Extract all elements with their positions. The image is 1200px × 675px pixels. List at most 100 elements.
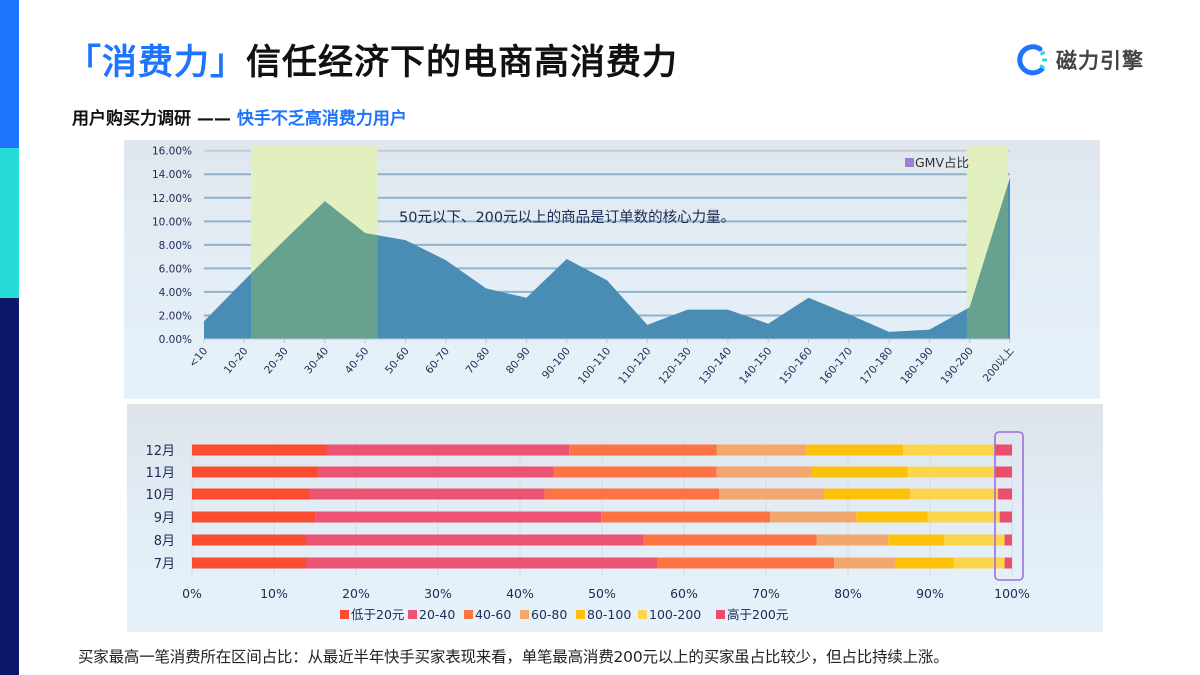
bar-segment — [1004, 534, 1012, 546]
bar-segment — [192, 557, 306, 569]
legend-label: 60-80 — [531, 607, 567, 622]
bar-segment — [907, 466, 995, 478]
x-tick-label: 20% — [342, 586, 370, 601]
legend-swatch — [340, 610, 349, 619]
y-tick-label: 2.00% — [159, 310, 192, 322]
bar-segment — [310, 488, 545, 500]
subtitle-main: 用户购买力调研 —— — [72, 109, 237, 129]
bar-segment — [953, 557, 1005, 569]
legend-label: 20-40 — [419, 607, 455, 622]
x-tick-label: 60% — [670, 586, 698, 601]
section-subtitle: 用户购买力调研 —— 快手不乏高消费力用户 — [72, 104, 407, 129]
y-tick-label: 6.00% — [159, 263, 192, 275]
bar-segment — [994, 466, 1012, 478]
y-tick-label: 4.00% — [159, 287, 192, 299]
x-tick-label: 100% — [994, 586, 1030, 601]
legend-swatch — [576, 610, 585, 619]
bar-segment — [306, 557, 657, 569]
bar-segment — [856, 511, 928, 523]
bar-segment — [888, 534, 944, 546]
bar-segment — [811, 466, 908, 478]
bar-segment — [192, 466, 319, 478]
bar-segment — [553, 466, 717, 478]
y-tick-label: 10.00% — [152, 216, 192, 228]
subtitle-accent: 快手不乏高消费力用户 — [236, 109, 407, 129]
bar-row — [192, 444, 1012, 456]
bar-segment — [716, 466, 812, 478]
bar-segment — [601, 511, 771, 523]
y-category-label: 10月 — [145, 488, 175, 503]
highlight-box — [994, 431, 1024, 581]
page-title-accent: 「消费力」 — [66, 43, 247, 83]
chart-annotation: 50元以下、200元以上的商品是订单数的核心力量。 — [399, 209, 735, 226]
bar-segment — [569, 444, 717, 456]
y-category-label: 9月 — [154, 511, 175, 526]
bar-row — [192, 557, 1012, 569]
bar-segment — [902, 444, 995, 456]
logo-text: 磁力引擎 — [1056, 49, 1144, 73]
legend-label: 80-100 — [587, 607, 631, 622]
bar-segment — [999, 511, 1012, 523]
legend-label: 高于200元 — [727, 607, 788, 622]
bar-segment — [643, 534, 817, 546]
legend-label: 低于20元 — [351, 607, 404, 622]
bar-segment — [192, 534, 306, 546]
bar-segment — [719, 488, 825, 500]
bar-segment — [834, 557, 896, 569]
legend-swatch — [520, 610, 529, 619]
x-tick-label: 30% — [424, 586, 452, 601]
bar-segment — [315, 511, 602, 523]
bar-segment — [1004, 557, 1012, 569]
brand-logo: 磁力引擎 — [1016, 42, 1144, 78]
bar-row — [192, 488, 1012, 500]
y-tick-label: 8.00% — [159, 240, 192, 252]
y-tick-label: 16.00% — [152, 146, 192, 158]
bar-row — [192, 534, 1012, 546]
legend-swatch — [905, 158, 914, 167]
legend-swatch — [408, 610, 417, 619]
y-tick-label: 14.00% — [152, 169, 192, 181]
bar-segment — [306, 534, 643, 546]
bar-segment — [192, 444, 327, 456]
bar-row — [192, 466, 1012, 478]
bar-segment — [544, 488, 720, 500]
footnote: 买家最高一笔消费所在区间占比：从最近半年快手买家表现来看，单笔最高消费200元以… — [78, 648, 949, 666]
legend-swatch — [638, 610, 647, 619]
gmv-area — [204, 177, 1010, 339]
x-tick-label: 40% — [506, 586, 534, 601]
y-category-label: 8月 — [154, 534, 175, 549]
page-title: 「消费力」信任经济下的电商高消费力 — [66, 34, 678, 85]
bar-segment — [656, 557, 834, 569]
bar-segment — [192, 488, 311, 500]
bar-segment — [192, 511, 316, 523]
legend-swatch — [464, 610, 473, 619]
x-tick-label: 0% — [182, 586, 202, 601]
bar-segment — [994, 444, 1012, 456]
x-tick-label: 10% — [260, 586, 288, 601]
bar-segment — [927, 511, 1000, 523]
side-accent-bar-cyan — [0, 148, 19, 298]
bar-segment — [806, 444, 903, 456]
bar-segment — [318, 466, 554, 478]
bar-segment — [816, 534, 889, 546]
page-title-main: 信任经济下的电商高消费力 — [246, 43, 679, 83]
bar-segment — [943, 534, 1005, 546]
x-tick-label: 90% — [916, 586, 944, 601]
bar-segment — [326, 444, 570, 456]
x-tick-label: 50% — [588, 586, 616, 601]
legend-label: GMV占比 — [915, 155, 969, 170]
y-category-label: 7月 — [154, 557, 175, 572]
bar-segment — [910, 488, 998, 500]
bar-segment — [824, 488, 911, 500]
y-category-label: 12月 — [145, 444, 175, 459]
y-tick-label: 0.00% — [159, 334, 192, 346]
bar-row — [192, 511, 1012, 523]
side-accent-bar-navy — [0, 298, 19, 675]
legend-swatch — [716, 610, 725, 619]
bar-segment — [716, 444, 807, 456]
x-tick-label: 70% — [752, 586, 780, 601]
legend-label: 40-60 — [475, 607, 511, 622]
bar-segment — [895, 557, 954, 569]
